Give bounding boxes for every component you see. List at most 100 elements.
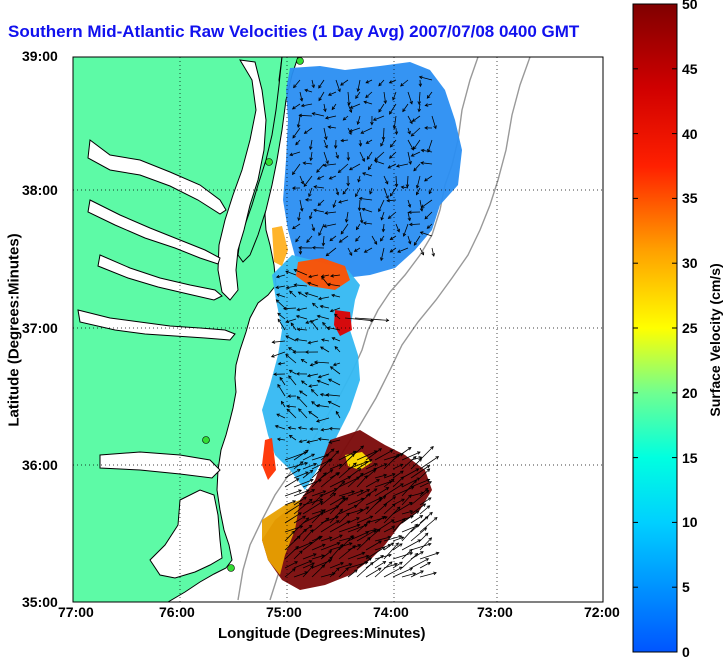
- velocity-vector-head: [378, 108, 382, 113]
- velocity-vector: [365, 498, 382, 515]
- velocity-vector-head: [277, 312, 281, 317]
- velocity-vector-head: [286, 404, 290, 409]
- velocity-vector-head: [295, 372, 300, 376]
- velocity-vector-head: [435, 456, 440, 460]
- velocity-vector-head: [420, 251, 425, 256]
- velocity-vector-head: [291, 530, 295, 535]
- velocity-vector: [298, 408, 308, 419]
- velocity-vector-head: [428, 537, 433, 541]
- velocity-vector: [383, 473, 396, 479]
- velocity-vector: [396, 163, 409, 167]
- velocity-vector-head: [358, 196, 363, 201]
- velocity-vector: [363, 222, 373, 225]
- velocity-vector-head: [331, 337, 336, 341]
- velocity-vector-head: [329, 237, 334, 242]
- velocity-vector-head: [313, 185, 318, 189]
- velocity-vector: [328, 401, 341, 408]
- velocity-vector-head: [340, 138, 345, 143]
- velocity-vector-head: [328, 426, 333, 431]
- velocity-vector-head: [372, 529, 377, 533]
- velocity-vector: [338, 512, 350, 524]
- velocity-vector-head: [361, 158, 365, 162]
- velocity-vector-head: [372, 117, 377, 121]
- velocity-vector: [344, 317, 374, 322]
- velocity-vector-head: [325, 517, 330, 522]
- velocity-vector-head: [433, 516, 438, 521]
- velocity-vector-head: [413, 479, 417, 484]
- velocity-vector-head: [357, 207, 362, 212]
- velocity-vector: [410, 503, 426, 515]
- velocity-vector: [335, 187, 339, 195]
- velocity-vector: [321, 428, 330, 431]
- colorbar-tick-label: 0: [682, 644, 690, 659]
- velocity-vector-head: [306, 373, 311, 378]
- velocity-vector: [389, 103, 397, 115]
- velocity-vector: [293, 479, 314, 488]
- colorbar-tick-label: 10: [682, 514, 698, 530]
- velocity-vector-head: [279, 376, 283, 381]
- velocity-vector-head: [359, 219, 364, 224]
- velocity-vector-head: [410, 153, 415, 157]
- velocity-vector: [318, 91, 325, 101]
- velocity-vector: [368, 163, 373, 170]
- colorbar-tick-label: 40: [682, 126, 698, 142]
- rappahannock-river: [87, 199, 221, 265]
- velocity-vector: [320, 346, 330, 353]
- velocity-vector-head: [348, 131, 352, 136]
- velocity-vector: [308, 274, 319, 278]
- velocity-vector: [428, 187, 433, 194]
- velocity-vector-head: [307, 340, 312, 345]
- velocity-vector-head: [333, 145, 338, 149]
- velocity-vector: [356, 459, 373, 470]
- velocity-vector-head: [300, 358, 305, 363]
- velocity-vector-head: [365, 140, 370, 144]
- velocity-vector-head: [361, 207, 366, 212]
- velocity-vector-head: [360, 130, 365, 134]
- velocity-vector: [357, 79, 361, 92]
- velocity-vector: [310, 151, 313, 161]
- velocity-vector: [299, 175, 304, 185]
- y-tick-label: 37:00: [22, 320, 58, 336]
- velocity-vector-head: [319, 498, 324, 502]
- velocity-vector-head: [303, 183, 308, 187]
- velocity-vector: [307, 439, 319, 443]
- velocity-vector-head: [350, 535, 354, 539]
- velocity-vector: [297, 396, 308, 408]
- velocity-vector: [302, 469, 313, 479]
- velocity-vector: [284, 546, 299, 560]
- velocity-vector-head: [382, 561, 387, 565]
- velocity-vector-head: [294, 561, 299, 565]
- velocity-vector-head: [420, 161, 424, 165]
- velocity-vector: [323, 163, 337, 166]
- velocity-vector-head: [303, 528, 308, 533]
- velocity-vector: [419, 537, 432, 551]
- velocity-vector-head: [356, 121, 360, 126]
- velocity-vector-head: [292, 568, 296, 572]
- velocity-vector: [401, 549, 413, 560]
- velocity-vector-head: [405, 184, 410, 189]
- velocity-vector: [302, 463, 317, 470]
- y-tick-label: 38:00: [22, 182, 58, 198]
- velocity-vector-head: [325, 160, 329, 165]
- velocity-vector-head: [407, 204, 412, 208]
- velocity-vector-head: [388, 561, 393, 565]
- velocity-vector: [293, 550, 303, 560]
- velocity-vector: [318, 373, 330, 378]
- velocity-vector: [347, 247, 353, 256]
- velocity-vector-head: [365, 506, 370, 510]
- velocity-vector: [277, 318, 286, 331]
- velocity-vector: [366, 139, 373, 144]
- velocity-vector: [317, 380, 330, 386]
- velocity-vector-head: [386, 198, 391, 203]
- velocity-vector-head: [275, 299, 280, 303]
- velocity-vector-head: [337, 169, 342, 174]
- velocity-vector-head: [324, 136, 328, 141]
- radar-station: [227, 564, 235, 572]
- velocity-vector: [318, 296, 330, 300]
- velocity-vector: [317, 199, 325, 206]
- velocity-vector-head: [298, 113, 303, 118]
- velocity-vector-head: [275, 285, 280, 289]
- velocity-vector-head: [425, 516, 429, 520]
- velocity-vector: [419, 76, 433, 81]
- velocity-vector-head: [400, 536, 405, 540]
